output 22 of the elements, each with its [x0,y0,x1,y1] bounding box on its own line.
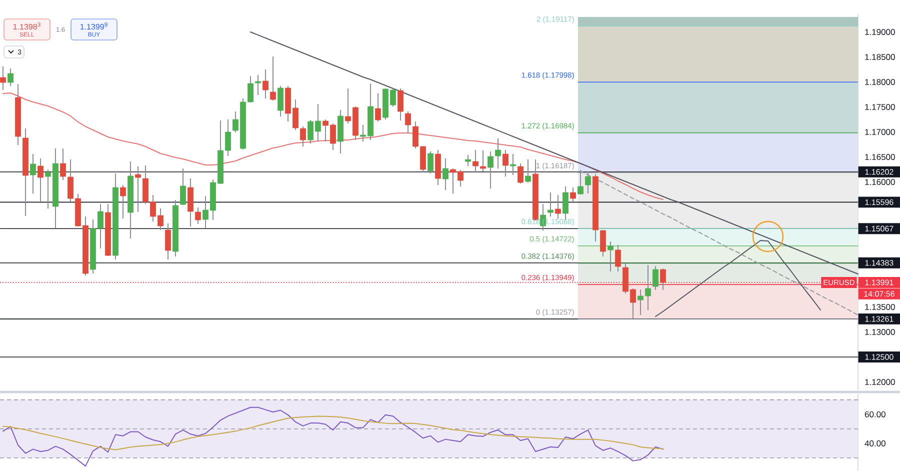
annotation: 1.1399$^{9}$ [80,22,108,30]
y-tick-label: 1.16000 [865,178,895,185]
y-tick-label: 1.18500 [865,54,895,60]
y-tick-label: 1.16500 [865,154,895,160]
y-tick-label: 60.00 [864,411,886,418]
y-tick-label: 1.12000 [865,378,895,385]
ref-line-label: 1.16202 [865,169,894,175]
ref-line-label: 1.13991 [865,280,894,286]
y-tick-label: 1.13500 [865,304,895,310]
text: 14:07:56 [864,291,894,297]
y-tick-label: 40.00 [864,440,886,446]
ref-line-label: 1.15596 [865,199,894,206]
ref-line-label: 1.12500 [865,354,894,360]
ref-line-label: 1.13261 [865,316,894,322]
ref-line-label: 1.14383 [865,260,894,266]
annotation: 1.1398$^{3}$ [13,22,40,30]
y-tick-label: 1.19000 [865,28,895,35]
y-tick-label: 1.17500 [865,104,895,110]
y-tick-label: 1.17000 [865,128,895,135]
y-tick-label: 1.13000 [865,328,895,335]
ref-line-label: 1.15067 [865,226,894,232]
y-tick-label: 1.18000 [865,78,895,85]
